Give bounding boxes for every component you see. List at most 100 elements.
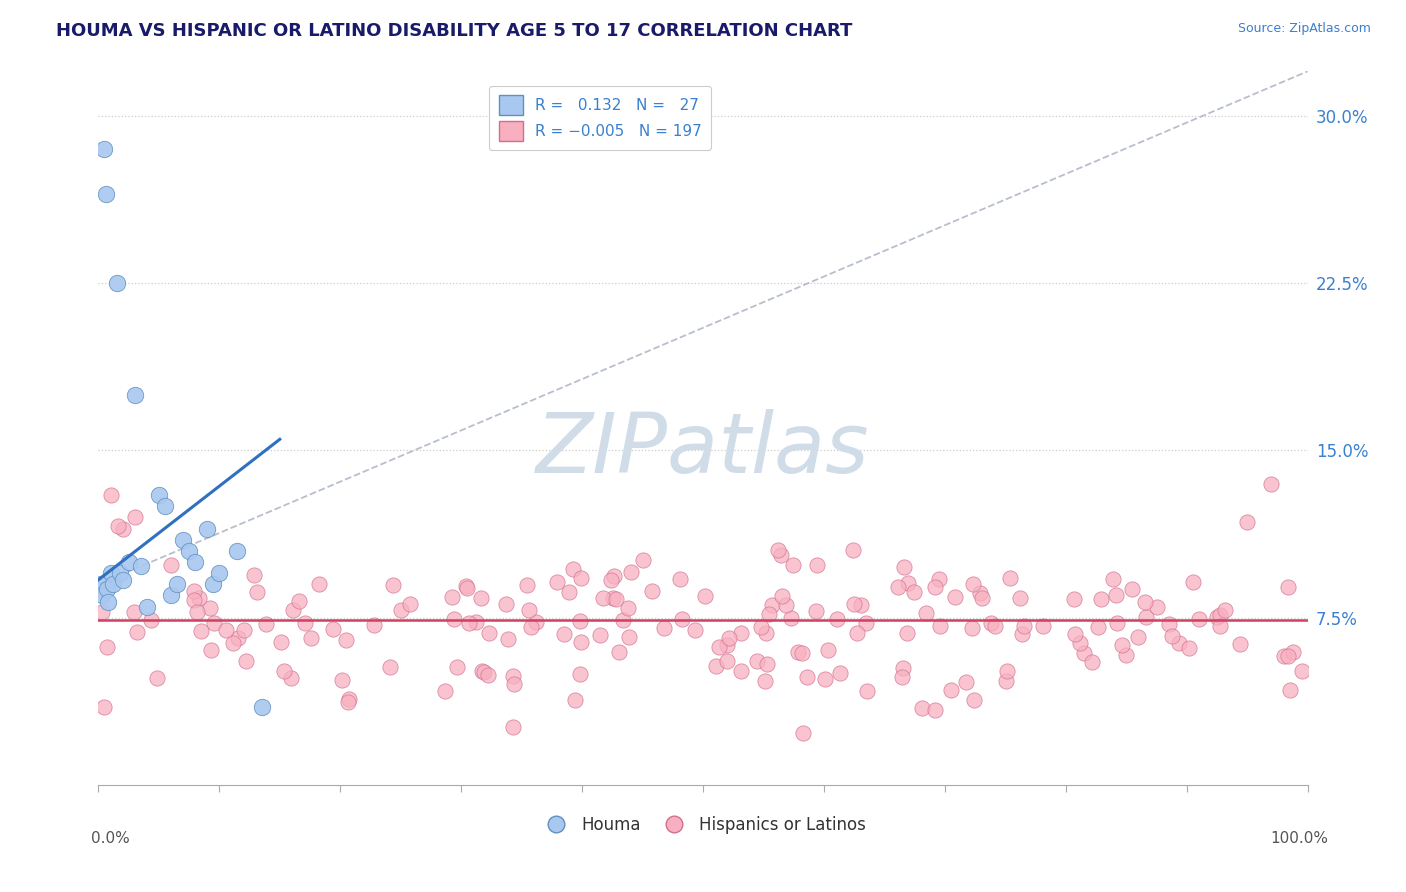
Point — [111, 573, 134, 587]
Point — [1121, 582, 1143, 597]
Point — [456, 582, 478, 596]
Point — [472, 665, 495, 679]
Point — [1063, 591, 1085, 606]
Point — [190, 624, 212, 638]
Point — [568, 615, 591, 629]
Point — [246, 585, 269, 599]
Point — [90, 577, 112, 591]
Point — [222, 636, 245, 650]
Point — [135, 599, 157, 614]
Point — [188, 591, 211, 606]
Point — [91, 589, 114, 603]
Point — [441, 590, 464, 604]
Point — [561, 562, 583, 576]
Point — [730, 626, 752, 640]
Point — [730, 664, 752, 678]
Point — [704, 658, 727, 673]
Point — [770, 589, 793, 603]
Point — [1087, 620, 1109, 634]
Point — [842, 543, 865, 558]
Point — [707, 640, 730, 655]
Point — [887, 580, 910, 594]
Point — [1178, 641, 1201, 656]
Point — [1115, 648, 1137, 663]
Point — [792, 646, 814, 660]
Point — [755, 625, 778, 640]
Point — [477, 668, 499, 682]
Point — [1080, 655, 1102, 669]
Point — [270, 635, 292, 649]
Point — [891, 669, 914, 683]
Point — [1187, 612, 1209, 626]
Point — [963, 692, 986, 706]
Point — [761, 598, 783, 612]
Point — [502, 669, 524, 683]
Point — [1272, 649, 1295, 664]
Point — [1073, 646, 1095, 660]
Point — [108, 566, 131, 581]
Point — [1291, 664, 1313, 678]
Point — [602, 591, 624, 606]
Point — [1126, 630, 1149, 644]
Point — [288, 594, 311, 608]
Point — [806, 558, 828, 572]
Point — [769, 548, 792, 562]
Text: Source: ZipAtlas.com: Source: ZipAtlas.com — [1237, 22, 1371, 36]
Point — [519, 620, 541, 634]
Point — [299, 632, 322, 646]
Point — [962, 577, 984, 591]
Point — [446, 659, 468, 673]
Point — [929, 619, 952, 633]
Point — [775, 598, 797, 612]
Point — [107, 519, 129, 533]
Point — [516, 578, 538, 592]
Point — [768, 543, 790, 558]
Point — [496, 632, 519, 647]
Point — [911, 701, 934, 715]
Point — [792, 726, 814, 740]
Point — [955, 675, 977, 690]
Point — [111, 521, 134, 535]
Point — [382, 577, 405, 591]
Point — [557, 585, 579, 599]
Point — [569, 571, 592, 585]
Point — [553, 627, 575, 641]
Point — [226, 543, 249, 558]
Point — [716, 654, 738, 668]
Point — [322, 622, 344, 636]
Point — [1032, 619, 1054, 633]
Point — [101, 577, 124, 591]
Point — [640, 583, 662, 598]
Point — [186, 605, 208, 619]
Point — [984, 618, 1007, 632]
Point — [1161, 629, 1184, 643]
Point — [924, 703, 946, 717]
Point — [603, 568, 626, 582]
Point — [308, 577, 330, 591]
Point — [612, 613, 634, 627]
Point — [960, 621, 983, 635]
Point — [198, 600, 221, 615]
Point — [609, 644, 631, 658]
Point — [1182, 575, 1205, 590]
Point — [1012, 619, 1035, 633]
Point — [172, 533, 194, 547]
Point — [756, 657, 779, 672]
Point — [96, 640, 118, 654]
Point — [330, 673, 353, 688]
Point — [502, 720, 524, 734]
Point — [969, 586, 991, 600]
Point — [980, 616, 1002, 631]
Point — [93, 699, 115, 714]
Point — [517, 603, 540, 617]
Text: ZIPatlas: ZIPatlas — [536, 409, 870, 490]
Point — [1135, 609, 1157, 624]
Point — [184, 555, 207, 569]
Point — [208, 566, 231, 581]
Point — [139, 613, 162, 627]
Point — [903, 585, 925, 599]
Text: 0.0%: 0.0% — [91, 831, 131, 847]
Point — [569, 635, 592, 649]
Point — [1069, 636, 1091, 650]
Point — [897, 576, 920, 591]
